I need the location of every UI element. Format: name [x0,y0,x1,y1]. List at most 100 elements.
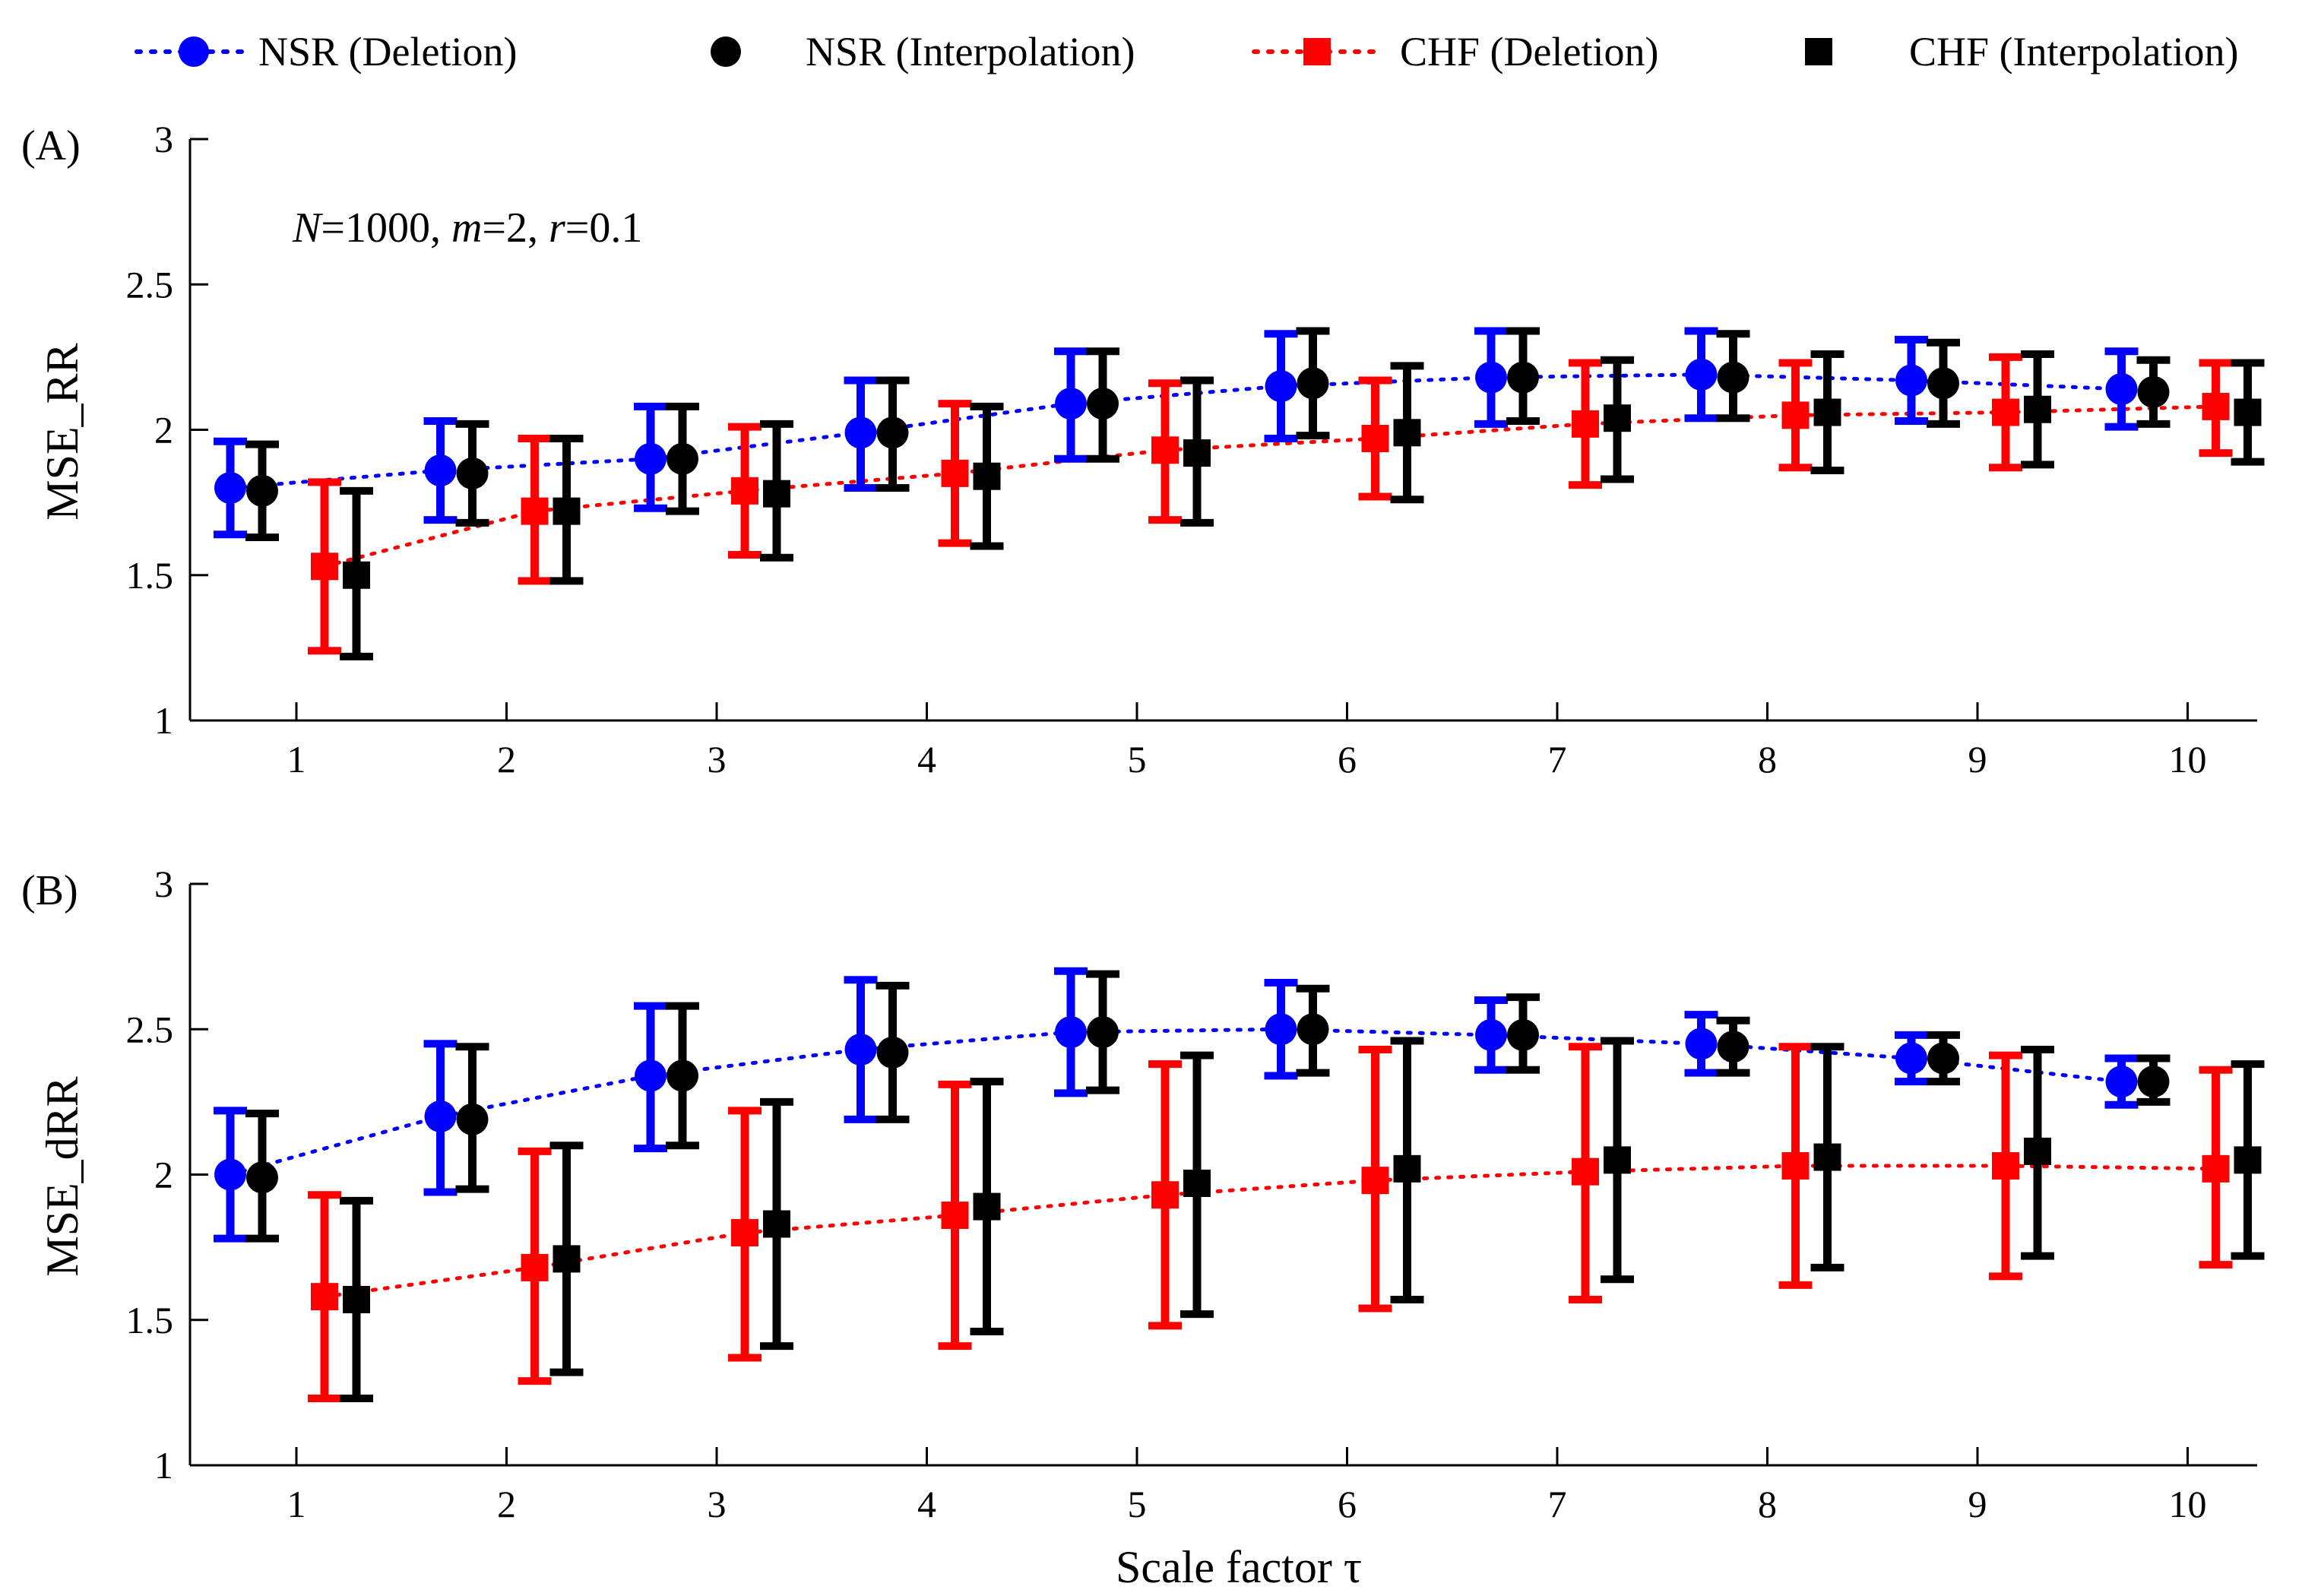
point-nsr-deletion [1265,1013,1297,1046]
x-tick-label-a: 8 [1758,738,1777,781]
point-chf-deletion [2202,392,2230,420]
x-tick-label-a: 6 [1338,738,1357,781]
point-nsr-interpolation [456,1103,489,1135]
point-chf-deletion [311,553,338,581]
point-nsr-interpolation [1927,1042,1959,1075]
legend-label-chf-deletion: CHF (Deletion) [1400,29,1658,74]
point-nsr-deletion [214,1158,246,1191]
series-line-nsr-deletion-b [228,1027,2123,1176]
point-chf-interpolation [2234,1146,2262,1174]
y-tick-label-a: 1 [154,699,173,742]
x-tick-label-b: 2 [497,1483,516,1525]
point-chf-interpolation [1604,404,1631,432]
point-nsr-interpolation [2137,1066,2170,1098]
point-chf-deletion [731,477,758,505]
panel-label-a: (A) [21,122,81,169]
y-tick-label-b: 1.5 [126,1299,174,1341]
point-nsr-interpolation [667,1059,698,1092]
legend-marker-chf-deletion [1303,38,1331,65]
point-chf-deletion [1151,436,1179,464]
series-line-chf-deletion-b [322,1164,2218,1299]
param-r: 0.1 [589,204,642,252]
point-nsr-deletion [2105,1066,2138,1098]
point-chf-deletion [1361,424,1389,452]
param-m: 2 [506,204,527,252]
point-chf-deletion [941,459,969,487]
point-nsr-deletion [1475,361,1507,394]
legend-entry-nsr-deletion: NSR (Deletion) [135,29,517,74]
legend-entry-chf-interpolation: CHF (Interpolation) [1805,29,2238,74]
panel-a: (A) N=1000, m=2, r=0.1 MSE_RR 11.522.531… [21,118,2265,781]
x-tick-label-a: 5 [1128,738,1147,781]
param-n: 1000 [345,204,430,252]
point-chf-deletion [731,1219,758,1246]
point-nsr-interpolation [1507,361,1539,394]
point-chf-interpolation [763,480,790,508]
point-nsr-deletion [1475,1018,1507,1051]
y-tick-label-a: 2.5 [126,263,174,306]
x-tick-label-a: 3 [708,738,727,781]
series-line-nsr-deletion-a [228,372,2123,490]
series-line-chf-deletion-a [322,404,2218,568]
point-nsr-deletion [844,1034,877,1066]
param-n-value: = [321,204,345,252]
point-nsr-interpolation [1297,1013,1329,1046]
point-chf-deletion [311,1283,338,1311]
point-nsr-deletion [635,442,667,475]
point-chf-deletion [1151,1181,1179,1209]
x-tick-label-a: 9 [1968,738,1987,781]
x-tick-label-b: 4 [917,1483,936,1525]
point-nsr-deletion [1895,364,1927,397]
legend-entry-chf-deletion: CHF (Deletion) [1252,29,1658,74]
y-tick-label-a: 1.5 [126,554,174,597]
point-nsr-deletion [424,1100,457,1132]
point-nsr-interpolation [876,416,909,449]
x-tick-label-b: 9 [1968,1483,1987,1525]
point-nsr-interpolation [876,1036,909,1069]
y-tick-label-b: 3 [154,863,173,905]
x-tick-label-a: 7 [1548,738,1567,781]
point-chf-interpolation [553,497,581,525]
point-nsr-interpolation [2137,375,2170,408]
point-chf-interpolation [1604,1146,1631,1174]
point-nsr-deletion [1895,1042,1927,1075]
legend-entry-nsr-interpolation: NSR (Interpolation) [711,29,1135,74]
point-nsr-interpolation [1297,367,1329,400]
point-nsr-interpolation [456,457,489,489]
x-tick-label-b: 5 [1128,1483,1147,1525]
point-chf-interpolation [973,1192,1001,1221]
point-chf-deletion [1361,1167,1389,1195]
point-chf-deletion [1781,1152,1810,1180]
point-chf-interpolation [1393,419,1421,447]
y-tick-label-b: 1 [154,1444,173,1487]
point-nsr-interpolation [1507,1018,1539,1051]
point-nsr-deletion [1265,370,1297,403]
point-nsr-deletion [1055,388,1087,420]
x-axis-label: Scale factor τ [1116,1542,1362,1592]
x-tick-label-a: 2 [497,738,516,781]
x-tick-label-b: 8 [1758,1483,1777,1525]
point-nsr-interpolation [1087,1016,1119,1049]
point-chf-interpolation [343,561,370,589]
point-nsr-deletion [635,1059,667,1092]
point-chf-interpolation [2234,398,2262,426]
point-chf-interpolation [2024,395,2051,423]
legend-label-nsr-deletion: NSR (Deletion) [258,29,517,74]
panel-label-b: (B) [21,867,78,914]
x-tick-label-b: 6 [1338,1483,1357,1525]
point-chf-deletion [1572,1157,1599,1186]
point-nsr-deletion [2105,372,2138,405]
panel-b: (B) MSE_dRR 1 1.5 2 2.5 3 1 2 3 4 5 6 7 8 9 10 [21,863,2265,1525]
legend-label-nsr-interpolation: NSR (Interpolation) [806,29,1135,74]
point-nsr-deletion [844,416,877,449]
x-tick-label-b: 10 [2169,1483,2207,1525]
legend-label-chf-interpolation: CHF (Interpolation) [1909,29,2238,74]
point-chf-deletion [1992,398,2019,426]
point-chf-interpolation [553,1245,581,1273]
point-chf-deletion [941,1202,969,1230]
y-axis-label-a: MSE_RR [37,343,87,520]
legend: NSR (Deletion) NSR (Interpolation) CHF (… [135,29,2238,74]
point-nsr-interpolation [246,1161,278,1194]
point-nsr-deletion [1685,1028,1718,1060]
